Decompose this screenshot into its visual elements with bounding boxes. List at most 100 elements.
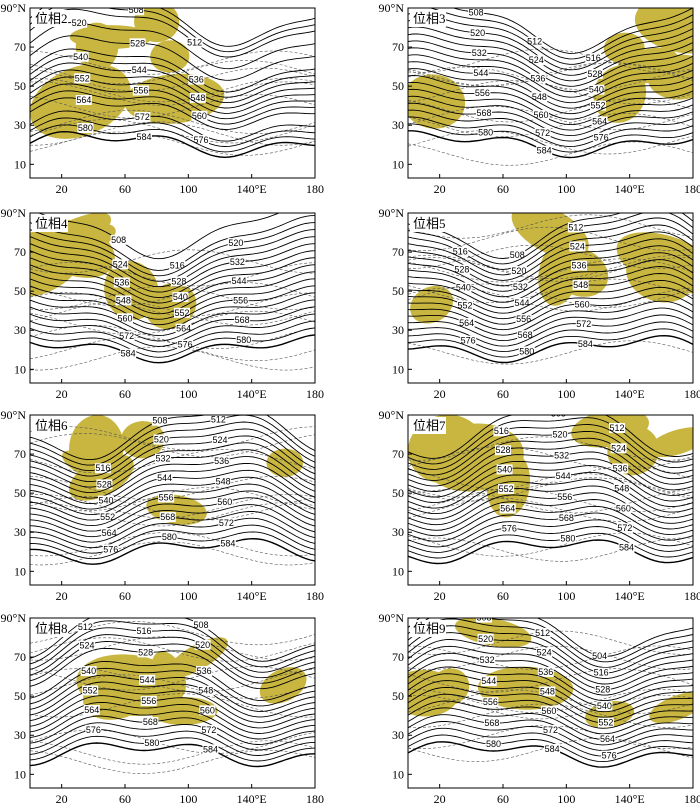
y-tick-label: 90°N bbox=[1, 1, 27, 15]
y-tick-label: 70 bbox=[14, 447, 26, 461]
contour-label: 580 bbox=[78, 123, 93, 133]
x-tick-label: 100 bbox=[557, 589, 575, 603]
x-tick-label: 100 bbox=[557, 182, 575, 196]
x-tick-label: 180 bbox=[306, 182, 324, 196]
contour-label: 580 bbox=[236, 335, 251, 345]
panel-label: 位相4 bbox=[35, 216, 68, 231]
x-tick-label: 180 bbox=[684, 387, 700, 401]
contour-label: 548 bbox=[190, 93, 205, 103]
contour-label: 584 bbox=[121, 349, 136, 359]
contour-label: 540 bbox=[173, 292, 188, 302]
contour-label: 568 bbox=[484, 718, 499, 728]
contour-label: 528 bbox=[130, 38, 145, 48]
contour-label: 552 bbox=[83, 685, 98, 695]
contour-label: 536 bbox=[114, 277, 129, 287]
y-tick-label: 30 bbox=[392, 118, 404, 132]
x-tick-label: 20 bbox=[56, 182, 68, 196]
x-tick-label: 20 bbox=[56, 387, 68, 401]
y-tick-label: 10 bbox=[392, 767, 404, 781]
y-tick-label: 50 bbox=[392, 486, 404, 500]
contour-label: 524 bbox=[79, 641, 94, 651]
y-tick-label: 70 bbox=[14, 245, 26, 259]
y-tick-label: 90°N bbox=[1, 408, 27, 422]
x-tick-label: 20 bbox=[56, 792, 68, 805]
contour-label: 556 bbox=[516, 314, 531, 324]
contour-label: 532 bbox=[472, 48, 487, 58]
contour-label: 584 bbox=[203, 744, 218, 754]
contour-label: 508 bbox=[129, 5, 144, 15]
x-tick-label: 20 bbox=[434, 792, 446, 805]
y-tick-label: 10 bbox=[392, 564, 404, 578]
contour-label: 504 bbox=[592, 651, 607, 661]
contour-label: 532 bbox=[230, 257, 245, 267]
x-tick-label: 180 bbox=[684, 182, 700, 196]
contour-label: 544 bbox=[556, 471, 571, 481]
contour-label: 568 bbox=[476, 108, 491, 118]
contour-label: 520 bbox=[470, 28, 485, 38]
x-tick-label: 20 bbox=[56, 589, 68, 603]
y-tick-label: 70 bbox=[392, 40, 404, 54]
contour-label: 516 bbox=[170, 261, 185, 271]
y-tick-label: 50 bbox=[14, 79, 26, 93]
map-panel: 5085125165205245285325365405445485525565… bbox=[379, 192, 700, 401]
contour-label: 560 bbox=[533, 110, 548, 120]
contour-label: 520 bbox=[72, 18, 87, 28]
contour-label: 536 bbox=[189, 75, 204, 85]
x-tick-label: 180 bbox=[684, 589, 700, 603]
x-tick-label: 140°E bbox=[237, 387, 267, 401]
y-tick-label: 50 bbox=[392, 689, 404, 703]
x-tick-label: 60 bbox=[497, 589, 509, 603]
x-tick-label: 140°E bbox=[237, 182, 267, 196]
y-tick-label: 10 bbox=[14, 767, 26, 781]
contour-label: 524 bbox=[529, 55, 544, 65]
contour-label: 560 bbox=[541, 706, 556, 716]
contour-label: 580 bbox=[478, 128, 493, 138]
contour-label: 532 bbox=[155, 454, 170, 464]
contour-label: 516 bbox=[136, 626, 151, 636]
contour-label: 564 bbox=[76, 95, 91, 105]
contour-label: 536 bbox=[214, 456, 229, 466]
panel-label: 位相5 bbox=[413, 216, 446, 231]
x-tick-label: 60 bbox=[119, 387, 131, 401]
contour-label: 580 bbox=[144, 738, 159, 748]
contour-label: 584 bbox=[619, 543, 634, 553]
contour-label: 520 bbox=[511, 266, 526, 276]
contour-label: 568 bbox=[160, 512, 175, 522]
contour-label: 536 bbox=[538, 667, 553, 677]
contour-label: 580 bbox=[162, 532, 177, 542]
map-panel: 5085165205245285325365405445485525565605… bbox=[0, 202, 324, 401]
contour-label: 536 bbox=[530, 74, 545, 84]
y-tick-label: 90°N bbox=[379, 1, 405, 15]
y-tick-label: 30 bbox=[392, 728, 404, 742]
x-tick-label: 100 bbox=[557, 792, 575, 805]
y-tick-label: 70 bbox=[392, 447, 404, 461]
contour-label: 508 bbox=[111, 235, 126, 245]
contour-label: 560 bbox=[192, 111, 207, 121]
contour-label: 524 bbox=[113, 259, 128, 269]
map-panel: 5045085125205285365405445485525565605645… bbox=[1, 0, 324, 196]
contour-label: 564 bbox=[600, 734, 615, 744]
contour-label: 572 bbox=[219, 518, 234, 528]
contour-label: 508 bbox=[510, 250, 525, 260]
contour-label: 560 bbox=[575, 299, 590, 309]
contour-label: 556 bbox=[141, 696, 156, 706]
contour-label: 544 bbox=[140, 675, 155, 685]
contour-label: 512 bbox=[568, 222, 583, 232]
contour-label: 512 bbox=[535, 628, 550, 638]
y-tick-label: 90°N bbox=[379, 408, 405, 422]
y-tick-label: 30 bbox=[392, 323, 404, 337]
y-tick-label: 50 bbox=[392, 284, 404, 298]
y-tick-label: 50 bbox=[392, 79, 404, 93]
x-tick-label: 60 bbox=[497, 182, 509, 196]
contour-label: 512 bbox=[527, 37, 542, 47]
y-tick-label: 50 bbox=[14, 689, 26, 703]
y-tick-label: 30 bbox=[14, 323, 26, 337]
x-tick-label: 20 bbox=[434, 182, 446, 196]
contour-label: 528 bbox=[171, 276, 186, 286]
y-tick-label: 10 bbox=[392, 157, 404, 171]
contour-label: 524 bbox=[570, 241, 585, 251]
contour-label: 568 bbox=[143, 717, 158, 727]
panel-label: 位相7 bbox=[413, 418, 446, 433]
contour-label: 552 bbox=[499, 484, 514, 494]
